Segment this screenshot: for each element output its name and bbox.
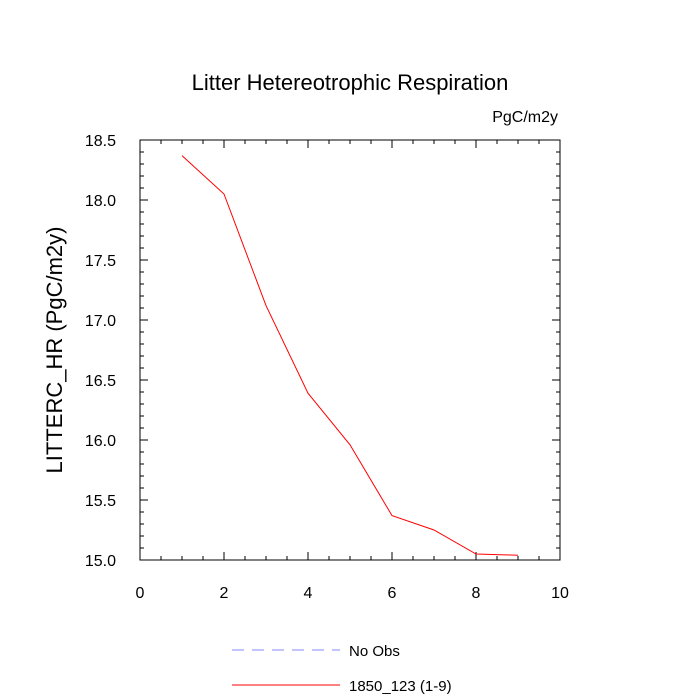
plot-series <box>181 155 519 556</box>
legend-label-0: No Obs <box>349 643 400 660</box>
tick-labels: 0 2 4 6 8 10 15.0 15.5 16.0 16.5 17.0 17.5 18.0 18.5 <box>85 133 569 602</box>
x-tick-label: 2 <box>220 585 229 602</box>
plot-frame <box>139 139 561 561</box>
x-tick-label: 6 <box>388 585 397 602</box>
x-tick-label: 10 <box>551 585 569 602</box>
axis-ticks <box>139 139 561 561</box>
y-axis-label: LITTERC_HR (PgC/m2y) <box>42 227 67 474</box>
y-tick-label: 17.5 <box>85 253 116 270</box>
y-tick-label: 16.5 <box>85 373 116 390</box>
chart-title: Litter Hetereotrophic Respiration <box>192 70 509 95</box>
y-tick-label: 18.5 <box>85 133 116 150</box>
series-line-1 <box>181 155 519 556</box>
legend: No Obs 1850_123 (1-9) <box>232 643 452 695</box>
y-tick-label: 17.0 <box>85 313 116 330</box>
legend-label-1: 1850_123 (1-9) <box>349 678 452 695</box>
x-tick-label: 0 <box>136 585 145 602</box>
y-tick-label: 15.0 <box>85 553 116 570</box>
x-tick-label: 4 <box>304 585 313 602</box>
x-tick-label: 8 <box>472 585 481 602</box>
y-tick-label: 16.0 <box>85 433 116 450</box>
y-tick-label: 18.0 <box>85 193 116 210</box>
units-label: PgC/m2y <box>492 109 558 126</box>
y-tick-label: 15.5 <box>85 493 116 510</box>
